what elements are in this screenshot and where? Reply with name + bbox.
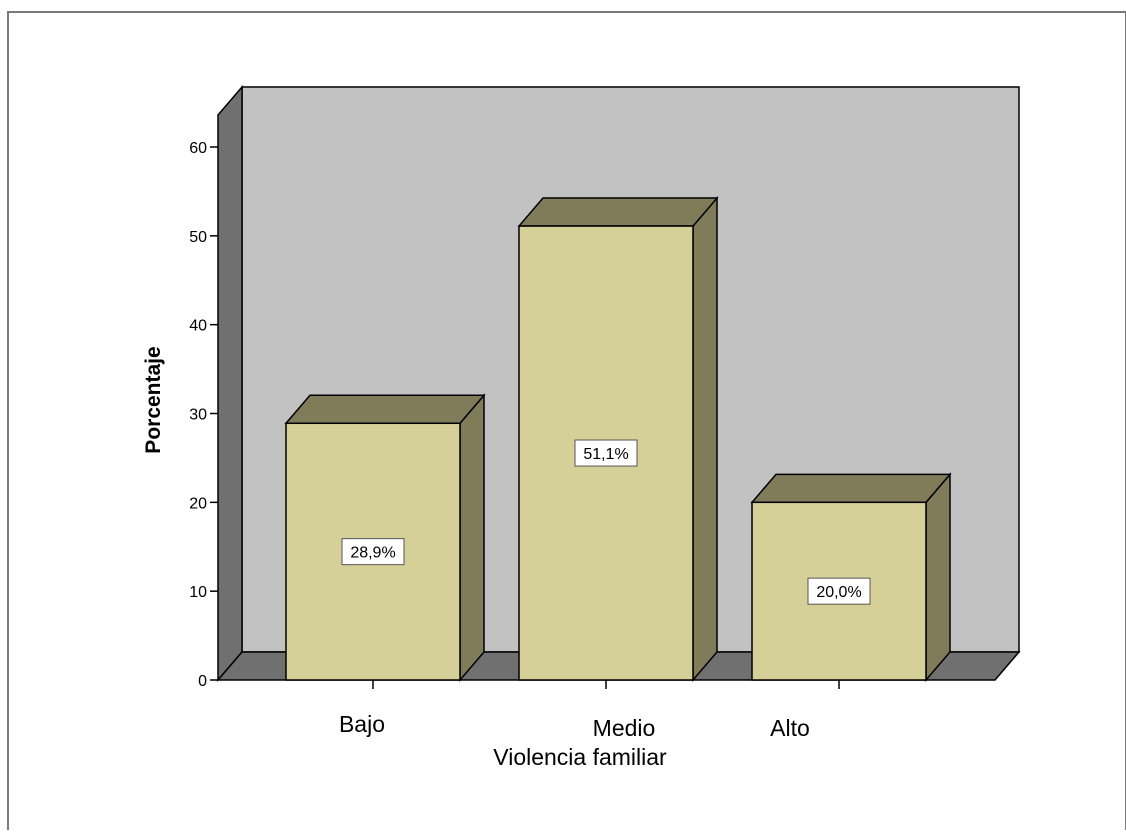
bar-medio: 51,1% [517,196,719,683]
x-tick-label: Bajo [339,711,385,737]
bar-top [750,473,952,504]
data-label-box [574,439,638,467]
data-label-box [807,577,871,605]
y-axis: 0 10 20 30 40 50 60 [189,140,218,690]
side-wall [217,84,243,683]
y-tick-label: 0 [198,673,207,690]
bar-alto: 20,0% [750,472,952,683]
bars: 28,9% 51,1% 20,0% [284,196,952,683]
bar-side [459,393,485,683]
data-label: 28,9% [350,545,395,562]
x-axis-label: Violencia familiar [493,744,667,770]
x-axis: Bajo Medio Alto [339,680,840,741]
y-tick-label: 40 [189,318,207,335]
data-label: 51,1% [583,446,628,463]
bar-top [284,394,486,425]
y-tick-label: 60 [189,140,207,157]
bar-top [517,197,719,227]
bar-bajo: 28,9% [284,393,486,683]
x-tick-label: Alto [770,715,810,741]
bar-side [692,196,718,683]
y-tick-label: 50 [189,229,207,246]
y-axis-label: Porcentaje [142,346,165,453]
y-tick-label: 10 [189,584,207,601]
x-tick-label: Medio [593,715,656,741]
y-tick-label: 20 [189,495,207,512]
bar-side [925,472,951,683]
data-label-box [341,538,405,566]
data-label: 20,0% [816,584,861,601]
y-tick-label: 30 [189,407,207,424]
